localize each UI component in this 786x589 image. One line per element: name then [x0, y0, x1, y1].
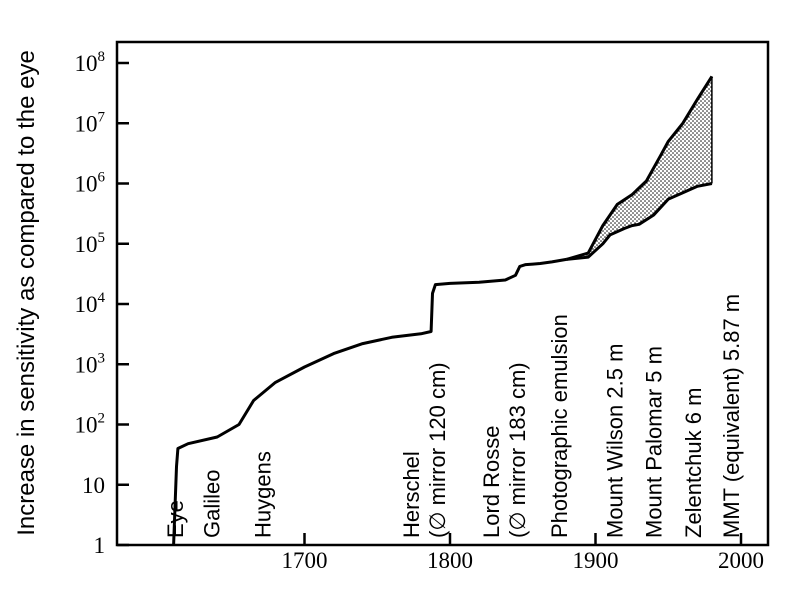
annotation-label: Herschel — [399, 451, 424, 538]
annotation-label: Mount Palomar 5 m — [642, 346, 667, 538]
annotation-label: MMT (equivalent) 5.87 m — [719, 294, 744, 538]
annotation-label: Photographic emulsion — [547, 314, 572, 538]
annotation-label: Galileo — [199, 470, 224, 538]
y-tick-label: 10 — [82, 473, 105, 498]
y-tick-label: 107 — [75, 109, 106, 136]
x-tick-label: 2000 — [718, 548, 764, 573]
annotation-label: Eye — [163, 500, 188, 538]
y-tick-label: 102 — [75, 411, 106, 438]
y-tick-label: 103 — [75, 350, 106, 377]
annotation-label: Mount Wilson 2.5 m — [602, 344, 627, 538]
annotation-label: Zelentchuk 6 m — [681, 388, 706, 538]
series-line-main — [172, 257, 567, 546]
x-tick-label: 1700 — [282, 548, 328, 573]
annotation-sublabel: (∅ mirror 183 cm) — [505, 362, 530, 538]
x-tick-label: 1900 — [573, 548, 619, 573]
x-tick-label: 1800 — [427, 548, 473, 573]
annotation-label: Lord Rosse — [479, 425, 504, 538]
series-line-lower — [566, 182, 713, 261]
y-axis-label: Increase in sensitivity as compared to t… — [13, 50, 40, 536]
y-tick-label: 104 — [75, 290, 106, 317]
y-tick-label: 105 — [75, 230, 106, 257]
y-tick-label: 108 — [75, 49, 106, 76]
shaded-band — [566, 76, 712, 260]
series-line-upper — [565, 75, 714, 261]
y-tick-label: 1 — [94, 533, 106, 558]
plot-frame — [115, 40, 770, 547]
annotation-label: Huygens — [250, 451, 275, 538]
annotation-sublabel: (∅ mirror 120 cm) — [425, 362, 450, 538]
y-tick-label: 106 — [75, 170, 106, 197]
